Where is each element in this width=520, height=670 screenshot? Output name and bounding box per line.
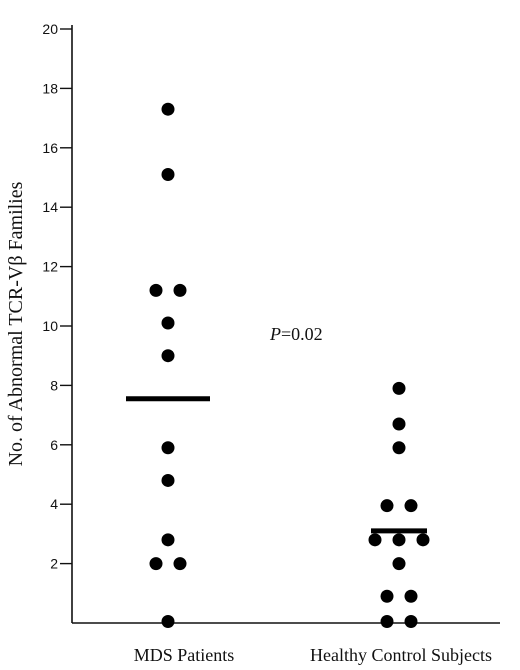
data-point [392,557,406,571]
p-symbol: P [269,324,281,344]
data-point [416,533,430,547]
data-point [161,349,175,363]
y-tick-label: 4 [50,496,58,512]
data-point [161,168,175,182]
y-ticks: 2 4 6 8 10 12 14 16 18 20 [42,21,72,572]
y-tick-label: 16 [42,140,58,156]
data-point [392,533,406,547]
data-point [392,417,406,431]
data-point [173,283,187,297]
y-tick-label: 10 [42,318,58,334]
data-point [392,381,406,395]
data-point [161,533,175,547]
data-point [368,533,382,547]
data-points [149,102,430,629]
data-point [380,615,394,629]
y-tick-label: 8 [50,377,58,393]
p-value-annotation: P=0.02 [269,324,323,344]
y-tick-label: 20 [42,21,58,37]
p-value: =0.02 [281,324,323,344]
data-point [380,589,394,603]
category-label-mds: MDS Patients [134,645,235,665]
y-tick-label: 2 [50,556,58,572]
data-point [149,283,163,297]
y-tick-label: 6 [50,437,58,453]
data-point [161,473,175,487]
data-point [161,316,175,330]
data-point [161,102,175,116]
y-axis-label: No. of Abnormal TCR-Vβ Families [5,181,27,466]
mean-lines [126,396,427,534]
data-point [404,589,418,603]
y-tick-label: 14 [42,199,58,215]
data-point [173,557,187,571]
y-tick-label: 18 [42,80,58,96]
data-point [404,615,418,629]
data-point [392,441,406,455]
data-point [161,441,175,455]
y-tick-label: 12 [42,259,58,275]
category-label-healthy: Healthy Control Subjects [310,645,492,665]
data-point [149,557,163,571]
data-point [404,499,418,513]
data-point [380,499,394,513]
data-point [161,615,175,629]
